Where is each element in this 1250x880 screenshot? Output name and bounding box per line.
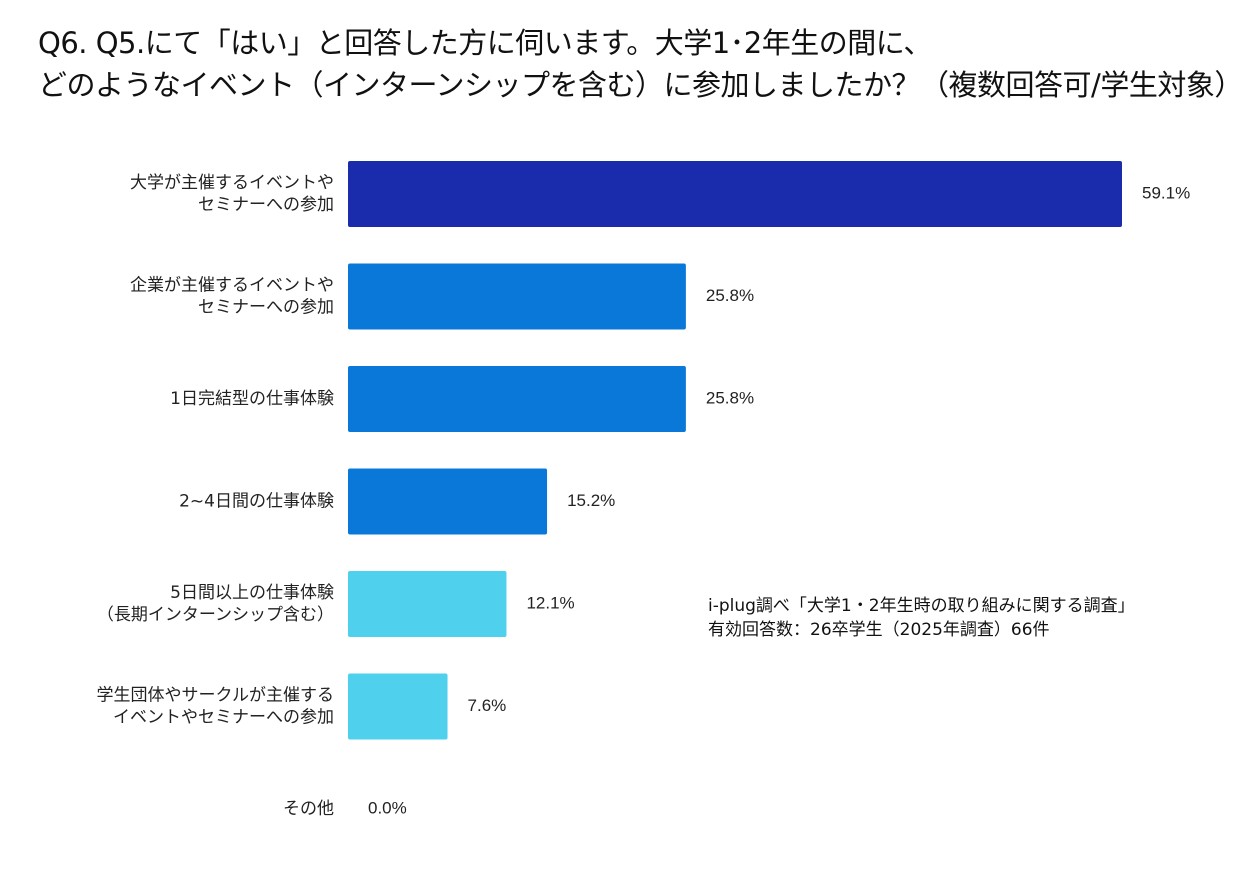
value-label: 15.2% bbox=[567, 491, 615, 510]
chart-title: Q6. Q5.にて「はい」と回答した方に伺います。大学1･2年生の間に、 どのよ… bbox=[38, 22, 1243, 106]
category-label: 学生団体やサークルが主催するイベントやセミナーへの参加 bbox=[97, 686, 335, 728]
bar-group: 企業が主催するイベントやセミナーへの参加 25.8% bbox=[130, 263, 754, 330]
category-label: その他 bbox=[283, 799, 334, 819]
category-label: 5日間以上の仕事体験（長期インターンシップ含む） bbox=[97, 583, 334, 625]
category-label: 1日完結型の仕事体験 bbox=[170, 389, 334, 409]
bar-group: 学生団体やサークルが主催するイベントやセミナーへの参加 7.6% bbox=[97, 673, 507, 740]
value-label: 59.1% bbox=[1142, 183, 1190, 202]
chart-title-line-2: どのようなイベント（インターンシップを含む）に参加しましたか？（複数回答可/学生… bbox=[38, 68, 1243, 102]
source-note-line-1: i-plug調べ「大学1・2年生時の取り組みに関する調査」 bbox=[708, 596, 1135, 616]
bar-group: 1日完結型の仕事体験 25.8% bbox=[170, 366, 754, 432]
bar bbox=[348, 263, 686, 330]
bar-group: 大学が主催するイベントやセミナーへの参加 59.1% bbox=[130, 161, 1190, 227]
bar bbox=[348, 468, 548, 535]
value-label: 12.1% bbox=[526, 593, 574, 612]
source-note: i-plug調べ「大学1・2年生時の取り組みに関する調査」 有効回答数：26卒学… bbox=[708, 594, 1135, 642]
source-note-line-2: 有効回答数：26卒学生（2025年調査）66件 bbox=[708, 620, 1050, 640]
value-label: 7.6% bbox=[468, 696, 507, 715]
bar-group: 2~4日間の仕事体験 15.2% bbox=[179, 468, 615, 535]
value-label: 0.0% bbox=[368, 798, 407, 817]
chart-title-line-1: Q6. Q5.にて「はい」と回答した方に伺います。大学1･2年生の間に、 bbox=[38, 26, 932, 60]
bar-group: 5日間以上の仕事体験（長期インターンシップ含む） 12.1% bbox=[97, 571, 575, 637]
bar bbox=[348, 161, 1122, 227]
category-label: 企業が主催するイベントやセミナーへの参加 bbox=[130, 276, 334, 318]
category-label: 2~4日間の仕事体験 bbox=[179, 492, 334, 512]
bar-group: その他 0.0% bbox=[283, 798, 407, 819]
value-label: 25.8% bbox=[706, 388, 754, 407]
bar bbox=[348, 366, 686, 432]
bar bbox=[348, 673, 448, 740]
bar bbox=[348, 571, 507, 637]
category-label: 大学が主催するイベントやセミナーへの参加 bbox=[130, 173, 334, 215]
value-label: 25.8% bbox=[706, 286, 754, 305]
